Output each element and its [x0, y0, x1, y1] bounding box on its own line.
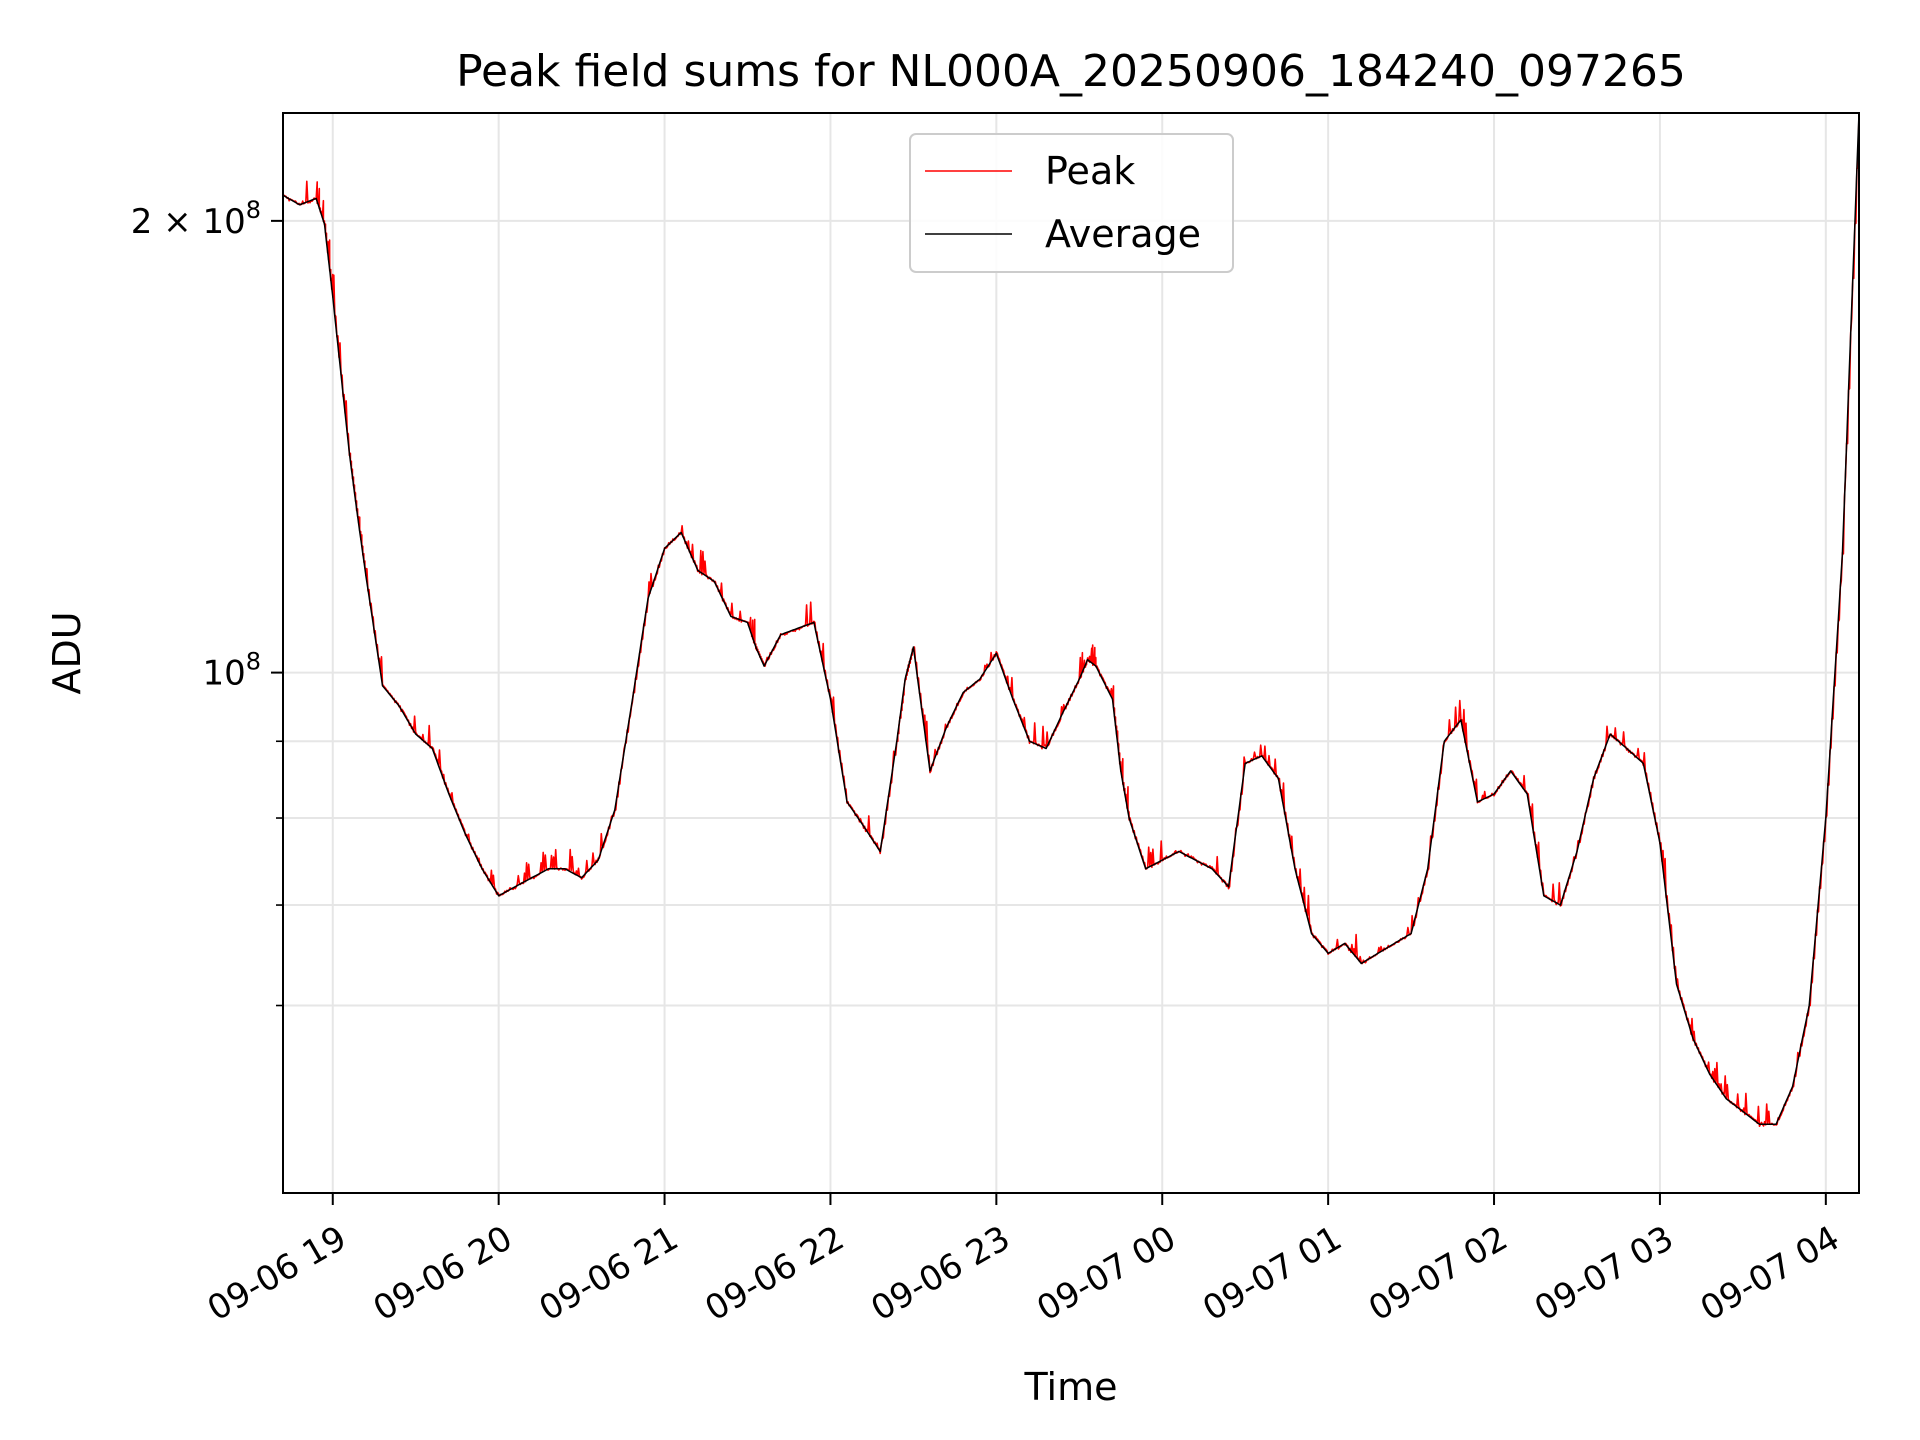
chart-title: Peak field sums for NL000A_20250906_1842… [456, 46, 1686, 97]
legend-label-peak: Peak [1045, 149, 1135, 193]
x-axis-label: Time [1024, 1365, 1118, 1409]
y-axis: 108 2 × 108 [131, 196, 283, 1007]
legend: Peak Average [909, 133, 1234, 273]
legend-box [909, 133, 1234, 273]
series-layer [283, 113, 1859, 1127]
gridlines [283, 113, 1859, 1193]
y-tick-label: 108 [202, 648, 261, 694]
y-axis-label: ADU [45, 611, 89, 694]
plot-frame [282, 112, 1860, 1194]
y-tick-label: 2 × 108 [131, 196, 261, 242]
series-line-average [283, 113, 1859, 1126]
legend-label-average: Average [1045, 212, 1201, 256]
